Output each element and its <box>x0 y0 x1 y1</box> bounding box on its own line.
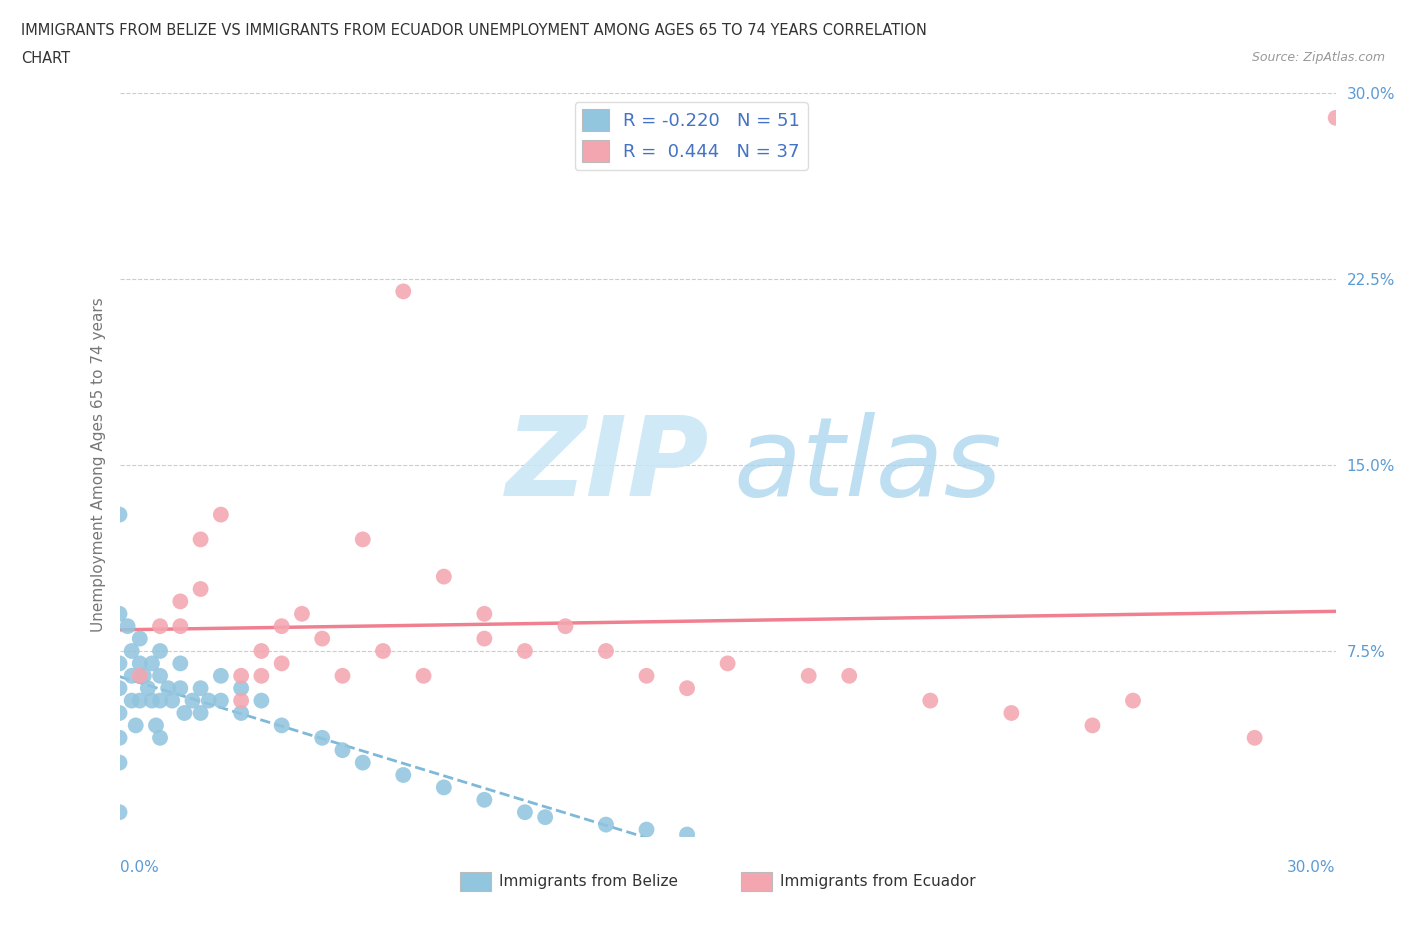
Point <box>128 693 150 708</box>
Point <box>190 681 212 696</box>
Point <box>270 656 292 671</box>
Point <box>209 507 232 522</box>
Text: IMMIGRANTS FROM BELIZE VS IMMIGRANTS FROM ECUADOR UNEMPLOYMENT AMONG AGES 65 TO : IMMIGRANTS FROM BELIZE VS IMMIGRANTS FRO… <box>21 23 927 38</box>
Point <box>412 669 434 684</box>
Point <box>108 606 131 621</box>
Point <box>595 644 617 658</box>
Point <box>534 810 557 825</box>
Y-axis label: Unemployment Among Ages 65 to 74 years: Unemployment Among Ages 65 to 74 years <box>90 298 105 632</box>
Point <box>797 669 820 684</box>
Point <box>717 656 740 671</box>
Point <box>108 507 131 522</box>
Point <box>595 817 617 832</box>
Point <box>128 669 150 684</box>
Point <box>231 706 253 721</box>
Point <box>108 730 131 745</box>
Point <box>141 693 163 708</box>
Point <box>1081 718 1104 733</box>
Point <box>145 718 167 733</box>
Point <box>108 706 131 721</box>
Point <box>1243 730 1265 745</box>
Legend: R = -0.220   N = 51, R =  0.444   N = 37: R = -0.220 N = 51, R = 0.444 N = 37 <box>575 102 807 169</box>
Point <box>125 718 148 733</box>
Point <box>169 656 191 671</box>
Point <box>108 681 131 696</box>
Point <box>392 767 415 782</box>
Point <box>676 827 699 842</box>
Text: 0.0%: 0.0% <box>120 860 159 875</box>
Point <box>392 284 415 299</box>
Point <box>472 631 496 646</box>
Point <box>108 755 131 770</box>
Point <box>311 730 333 745</box>
Point <box>1122 693 1144 708</box>
Point <box>250 693 273 708</box>
Point <box>108 656 131 671</box>
Text: CHART: CHART <box>21 51 70 66</box>
Point <box>121 693 143 708</box>
Point <box>149 644 172 658</box>
Point <box>169 618 191 633</box>
Point <box>149 730 172 745</box>
Point <box>920 693 942 708</box>
Point <box>838 669 860 684</box>
Point <box>108 804 131 819</box>
Point <box>197 693 219 708</box>
Point <box>250 644 273 658</box>
Point <box>433 780 456 795</box>
Point <box>270 718 292 733</box>
Point <box>190 706 212 721</box>
Point <box>472 606 496 621</box>
Text: Immigrants from Ecuador: Immigrants from Ecuador <box>780 874 976 889</box>
Point <box>231 669 253 684</box>
Point <box>190 581 212 596</box>
Point <box>231 681 253 696</box>
Point <box>332 669 354 684</box>
Point <box>128 631 150 646</box>
Point <box>132 669 155 684</box>
Point <box>141 656 163 671</box>
Text: 30.0%: 30.0% <box>1288 860 1336 875</box>
Point <box>676 681 699 696</box>
Point <box>149 618 172 633</box>
Point <box>209 669 232 684</box>
Point <box>636 822 658 837</box>
Point <box>169 594 191 609</box>
Point <box>160 693 183 708</box>
Text: Immigrants from Belize: Immigrants from Belize <box>499 874 678 889</box>
Point <box>291 606 314 621</box>
Point <box>513 644 536 658</box>
Point <box>270 618 292 633</box>
Point <box>636 669 658 684</box>
Point <box>149 669 172 684</box>
Point <box>231 693 253 708</box>
Text: ZIP: ZIP <box>506 411 710 519</box>
Point <box>136 681 159 696</box>
Text: Source: ZipAtlas.com: Source: ZipAtlas.com <box>1251 51 1385 64</box>
Point <box>173 706 195 721</box>
Point <box>1000 706 1022 721</box>
Point <box>209 693 232 708</box>
Point <box>311 631 333 646</box>
Point <box>121 644 143 658</box>
Point <box>332 743 354 758</box>
Point <box>149 693 172 708</box>
Point <box>352 755 374 770</box>
Point <box>352 532 374 547</box>
Point <box>128 656 150 671</box>
Point <box>250 669 273 684</box>
Point <box>513 804 536 819</box>
Point <box>433 569 456 584</box>
Point <box>169 681 191 696</box>
Point <box>157 681 180 696</box>
Point <box>371 644 394 658</box>
Point <box>472 792 496 807</box>
Point <box>181 693 204 708</box>
Text: atlas: atlas <box>734 411 1002 519</box>
Point <box>1324 111 1347 126</box>
Point <box>190 532 212 547</box>
Point <box>554 618 576 633</box>
Point <box>117 618 139 633</box>
Point <box>121 669 143 684</box>
